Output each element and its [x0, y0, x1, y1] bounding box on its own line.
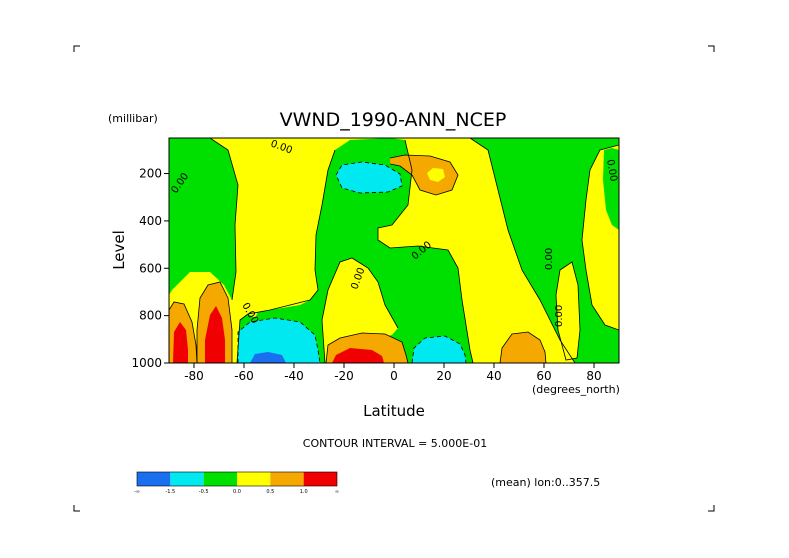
crop-marks [73, 45, 715, 512]
y-tick-label: 400 [139, 214, 162, 228]
colorbar-label: 0.5 [266, 489, 274, 495]
x-tick-label: 40 [486, 369, 501, 383]
contour-labels: 0.00 0.00 0.00 0.00 0.00 0.00 0.00 0.00 [169, 138, 618, 327]
chart-title: VWND_1990-ANN_NCEP [280, 109, 507, 131]
region-yellow-arctic [556, 262, 580, 360]
y-units-label: (millibar) [108, 112, 158, 125]
region-orange-north-surface [500, 332, 546, 363]
contour-label: 0.00 [544, 248, 555, 270]
contour-label: 0.00 [604, 159, 619, 183]
contour-line [555, 261, 581, 361]
region-red-antarctic-1 [173, 322, 188, 363]
region-cyan-south-surface [238, 318, 320, 363]
x-axis-label: Latitude [363, 402, 425, 420]
region-red-equator-surface [332, 348, 384, 363]
contour-interval-text: CONTOUR INTERVAL = 5.000E-01 [303, 437, 487, 450]
x-tick-label: -40 [284, 369, 304, 383]
colorbar-frame [136, 471, 338, 487]
colorbar-label: -1.5 [165, 489, 175, 495]
region-red-antarctic-2 [205, 306, 225, 363]
y-tick-label: 200 [139, 167, 162, 181]
footer-text: (mean) lon:0..357.5 [491, 476, 600, 489]
colorbar-swatch [137, 472, 171, 486]
region-cyan-upper [336, 162, 402, 193]
region-orange-upper [390, 155, 458, 195]
colorbar-label: ∞ [335, 489, 339, 495]
colorbar-swatch [270, 472, 304, 486]
y-tick-label: 600 [139, 261, 162, 275]
x-tick-label: -80 [184, 369, 204, 383]
colorbar-swatch [237, 472, 271, 486]
y-tick-label: 800 [139, 309, 162, 323]
contour-line [169, 301, 198, 363]
contour-label: 0.00 [554, 305, 565, 327]
contour-line [335, 161, 403, 194]
contour-line [377, 139, 474, 363]
contour-line [581, 144, 619, 331]
colorbar-swatch [203, 472, 237, 486]
contour-line [237, 317, 321, 363]
region-blue-south-surface [250, 352, 286, 363]
x-tick-label: 80 [586, 369, 601, 383]
contour-line [209, 138, 239, 301]
contour-line [389, 154, 459, 196]
contour-line [321, 257, 399, 363]
x-tick-label: -60 [234, 369, 254, 383]
colorbar-swatch [303, 472, 337, 486]
colorbar-label: -0.5 [199, 489, 209, 495]
contour-line [411, 335, 467, 363]
x-tick-label: 20 [436, 369, 451, 383]
region-green-pole [603, 148, 619, 230]
contour-line [325, 332, 409, 363]
colorbar: -∞ -1.5 -0.5 0.0 0.5 1.0 ∞ [134, 471, 339, 495]
contour-line [499, 331, 547, 363]
contour-line [196, 281, 233, 363]
y-axis: 200 400 600 800 1000 [131, 167, 169, 370]
x-tick-label: -20 [334, 369, 354, 383]
contour-line [469, 138, 576, 363]
x-tick-label: 60 [536, 369, 551, 383]
colorbar-label: 0.0 [233, 489, 241, 495]
x-tick-label: 0 [390, 369, 398, 383]
region-cyan-tropic-surface [412, 336, 466, 363]
region-green-midlat-south [237, 138, 473, 363]
contour-field [169, 138, 619, 363]
y-axis-label: Level [110, 230, 128, 270]
x-units-label: (degrees_north) [532, 383, 620, 396]
colorbar-swatch [170, 472, 204, 486]
contour-lines [169, 138, 619, 363]
colorbar-label: 1.0 [300, 489, 308, 495]
region-green-west [169, 138, 238, 300]
region-yellow-upper-core [427, 168, 445, 182]
y-tick-label: 1000 [131, 356, 162, 370]
colorbar-label: -∞ [134, 489, 140, 495]
x-axis: -80 -60 -40 -20 0 20 40 60 80 [184, 363, 602, 383]
contour-line [236, 149, 336, 363]
